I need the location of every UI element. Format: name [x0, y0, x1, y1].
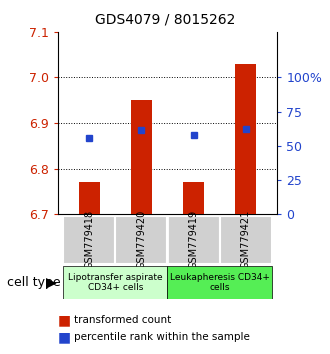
Bar — [63, 266, 168, 299]
Text: percentile rank within the sample: percentile rank within the sample — [74, 332, 250, 342]
Bar — [235, 64, 256, 214]
Text: GSM779420: GSM779420 — [136, 210, 146, 269]
Bar — [79, 182, 100, 214]
Bar — [131, 100, 152, 214]
Text: GSM779418: GSM779418 — [84, 210, 94, 269]
Bar — [115, 216, 168, 264]
Text: cell type: cell type — [7, 276, 60, 289]
Text: transformed count: transformed count — [74, 315, 172, 325]
Text: GSM779419: GSM779419 — [189, 210, 199, 269]
Bar — [168, 216, 220, 264]
Bar — [183, 182, 204, 214]
Text: ■: ■ — [58, 313, 71, 327]
Text: Leukapheresis CD34+
cells: Leukapheresis CD34+ cells — [170, 273, 270, 292]
Bar — [220, 216, 272, 264]
Text: ▶: ▶ — [46, 275, 56, 289]
Text: GSM779421: GSM779421 — [241, 210, 251, 269]
Text: ■: ■ — [58, 330, 71, 344]
Text: Lipotransfer aspirate
CD34+ cells: Lipotransfer aspirate CD34+ cells — [68, 273, 163, 292]
Text: GDS4079 / 8015262: GDS4079 / 8015262 — [95, 12, 235, 27]
Bar — [168, 266, 272, 299]
Bar — [63, 216, 115, 264]
